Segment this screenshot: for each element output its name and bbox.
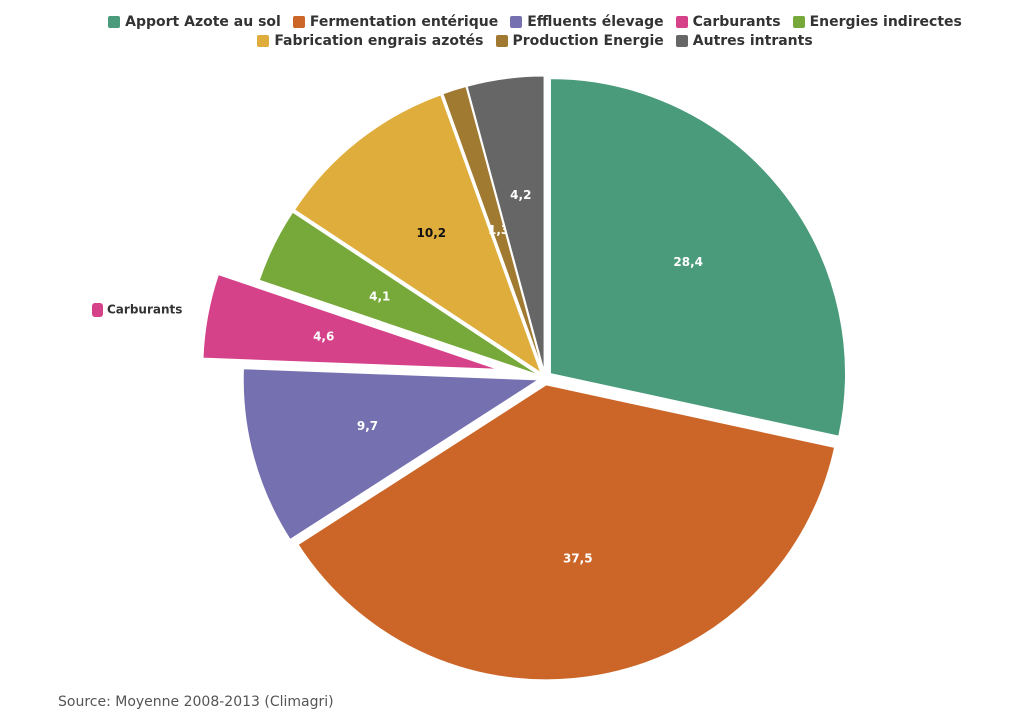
slice [242,368,539,540]
legend-item: Carburants [675,14,781,30]
annotation-label: Carburants [107,303,182,317]
legend-label: Apport Azote au sol [125,14,281,30]
legend-label: Autres intrants [692,33,813,49]
legend-label: Fermentation entérique [309,14,499,30]
legend-swatch [108,16,121,28]
slice [442,86,544,372]
data-label: 28,4 [673,255,703,269]
data-label: 4,6 [313,330,334,344]
legend-swatch [792,16,805,28]
legend-item: Fabrication engrais azotés [257,33,484,49]
data-label: 10,2 [417,226,447,240]
data-label: 37,5 [563,552,593,566]
legend-label: Energies indirectes [809,14,962,30]
legend-swatch [510,16,523,28]
legend-label: Production Energie [512,33,664,49]
legend-label: Carburants [692,14,781,30]
legend-swatch [257,35,270,47]
source: Source: Moyenne 2008-2013 (Climagri) [58,694,334,710]
annotation-marker [92,303,103,317]
slice [294,94,542,373]
legend-item: Energies indirectes [792,14,962,30]
data-label: 1,3 [488,223,509,237]
slice [258,211,540,376]
legend-swatch [675,35,688,47]
slice [466,75,545,372]
legend-swatch [292,16,305,28]
legend-item: Production Energie [495,33,664,49]
legend: Apport Azote au sol Fermentation entériqu… [100,14,970,49]
data-label: 4,2 [510,188,531,202]
slice [297,384,836,681]
legend-item: Effluents élevage [510,14,664,30]
legend-label: Fabrication engrais azotés [274,33,484,49]
data-label: 9,7 [357,419,378,433]
slice [549,78,846,437]
data-label: 4,1 [369,290,390,304]
legend-swatch [495,35,508,47]
legend-item: Fermentation entérique [292,14,499,30]
legend-swatch [675,16,688,28]
legend-label: Effluents élevage [527,14,664,30]
slice [202,274,499,370]
legend-item: Autres intrants [675,33,813,49]
legend-item: Apport Azote au sol [108,14,281,30]
